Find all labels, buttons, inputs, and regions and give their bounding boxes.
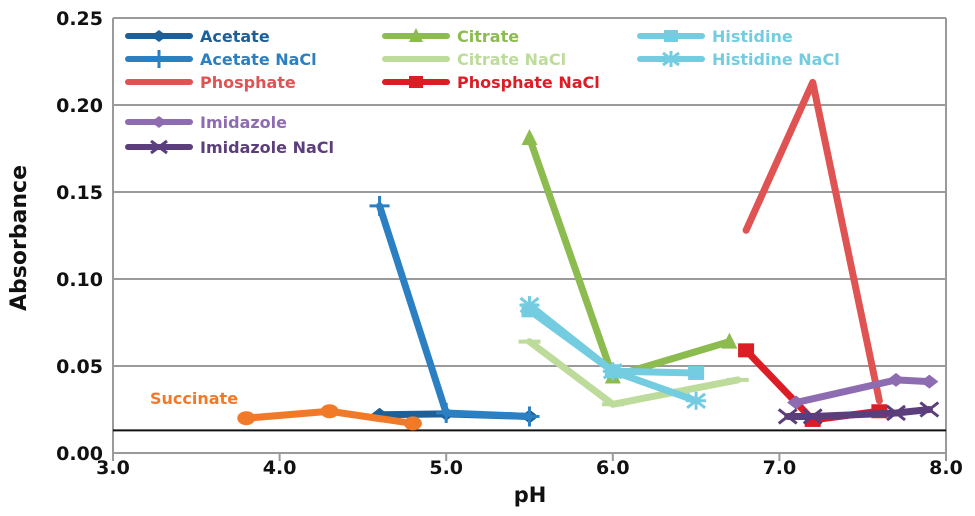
x-marker: [777, 408, 798, 425]
x-tick-label: 7.0: [763, 457, 797, 479]
legend-item: Acetate: [125, 27, 270, 46]
x-marker: [802, 408, 823, 425]
series-imidazole-nacl: [777, 401, 940, 425]
legend-label: Citrate NaCl: [457, 50, 566, 69]
x-marker: [150, 139, 168, 155]
legend: Acetate Acetate NaCl Citrate Citrate NaCl Hi…: [125, 27, 840, 157]
legend-label: Citrate: [457, 27, 519, 46]
asterisk-marker: [519, 296, 540, 315]
legend-item: Acetate NaCl: [125, 50, 317, 69]
y-tick-label: 0.05: [56, 356, 103, 378]
legend-item: Phosphate NaCl: [382, 73, 600, 92]
axes: 0.00 0.05 0.10 0.15 0.20 0.25 3.0 4.0 5.0 6.0 7.0 8…: [56, 8, 963, 479]
gridlines: [113, 17, 946, 367]
triangle-marker: [409, 28, 423, 42]
x-axis-label: pH: [514, 483, 547, 507]
asterisk-marker: [662, 51, 680, 67]
legend-label: Histidine: [712, 27, 793, 46]
series-line: [792, 376, 933, 407]
x-b: [150, 139, 168, 155]
triangle-marker: [521, 129, 538, 146]
diamond-marker: [151, 30, 167, 42]
y-tick-label: 0.10: [56, 269, 103, 291]
legend-item: Imidazole NaCl: [125, 138, 334, 157]
x-tick-label: 5.0: [429, 457, 463, 479]
square-marker: [738, 343, 755, 358]
square-marker: [688, 365, 705, 380]
y-tick-label: 0.00: [56, 443, 103, 465]
legend-label: Acetate NaCl: [200, 50, 317, 69]
x-tick-label: 4.0: [263, 457, 297, 479]
asterisk-marker: [602, 362, 623, 381]
series-acetate-nacl: [369, 195, 540, 427]
legend-item: Histidine NaCl: [637, 50, 840, 69]
x-b: [777, 408, 798, 425]
series-succinate: [237, 404, 422, 431]
legend-item: Imidazole: [125, 113, 287, 132]
legend-label: Phosphate: [200, 73, 296, 92]
square-marker: [409, 76, 423, 88]
circle-marker: [403, 416, 422, 431]
y-tick-label: 0.25: [56, 8, 103, 30]
diamond-marker: [787, 395, 806, 410]
x-b: [886, 404, 906, 422]
series-line: [376, 202, 533, 420]
legend-item: Citrate NaCl: [382, 50, 566, 69]
legend-label: Phosphate NaCl: [457, 73, 600, 92]
y-tick-label: 0.15: [56, 182, 103, 204]
y-axis-label: Absorbance: [7, 165, 32, 311]
x-marker: [919, 401, 940, 418]
legend-label: Imidazole: [200, 113, 287, 132]
plus-marker: [369, 195, 390, 216]
legend-label: Imidazole NaCl: [200, 138, 334, 157]
legend-item: Histidine: [637, 27, 793, 46]
y-tick-label: 0.20: [56, 95, 103, 117]
series-citrate-nacl: [518, 338, 749, 408]
series-line: [784, 406, 933, 420]
square-marker: [664, 30, 678, 42]
circle-marker: [320, 404, 339, 419]
series-citrate: [521, 129, 738, 384]
diamond-marker: [151, 116, 167, 128]
plus-marker: [519, 406, 540, 427]
series-imidazole: [787, 372, 939, 410]
series-line: [526, 301, 700, 405]
diamond-marker: [920, 374, 939, 389]
legend-label: Histidine NaCl: [712, 50, 840, 69]
series-lines: [237, 78, 940, 431]
plus-marker: [150, 50, 168, 68]
series-line: [742, 78, 883, 405]
x-tick-label: 8.0: [929, 457, 963, 479]
legend-item: Citrate: [382, 27, 519, 46]
x-marker: [886, 404, 906, 422]
legend-label: Acetate: [200, 27, 270, 46]
circle-marker: [237, 411, 256, 426]
x-b: [919, 401, 940, 418]
series-line: [526, 134, 733, 380]
asterisk-marker: [686, 391, 707, 410]
x-tick-label: 3.0: [96, 457, 130, 479]
series-histidine-nacl: [519, 296, 707, 410]
legend-item: Phosphate: [125, 73, 296, 92]
succinate-annotation: Succinate: [150, 389, 238, 408]
series-phosphate: [742, 78, 883, 405]
plus-marker: [436, 402, 457, 423]
triangle-marker: [721, 332, 738, 349]
diamond-marker: [887, 372, 906, 387]
x-b: [802, 408, 823, 425]
x-tick-label: 6.0: [596, 457, 630, 479]
